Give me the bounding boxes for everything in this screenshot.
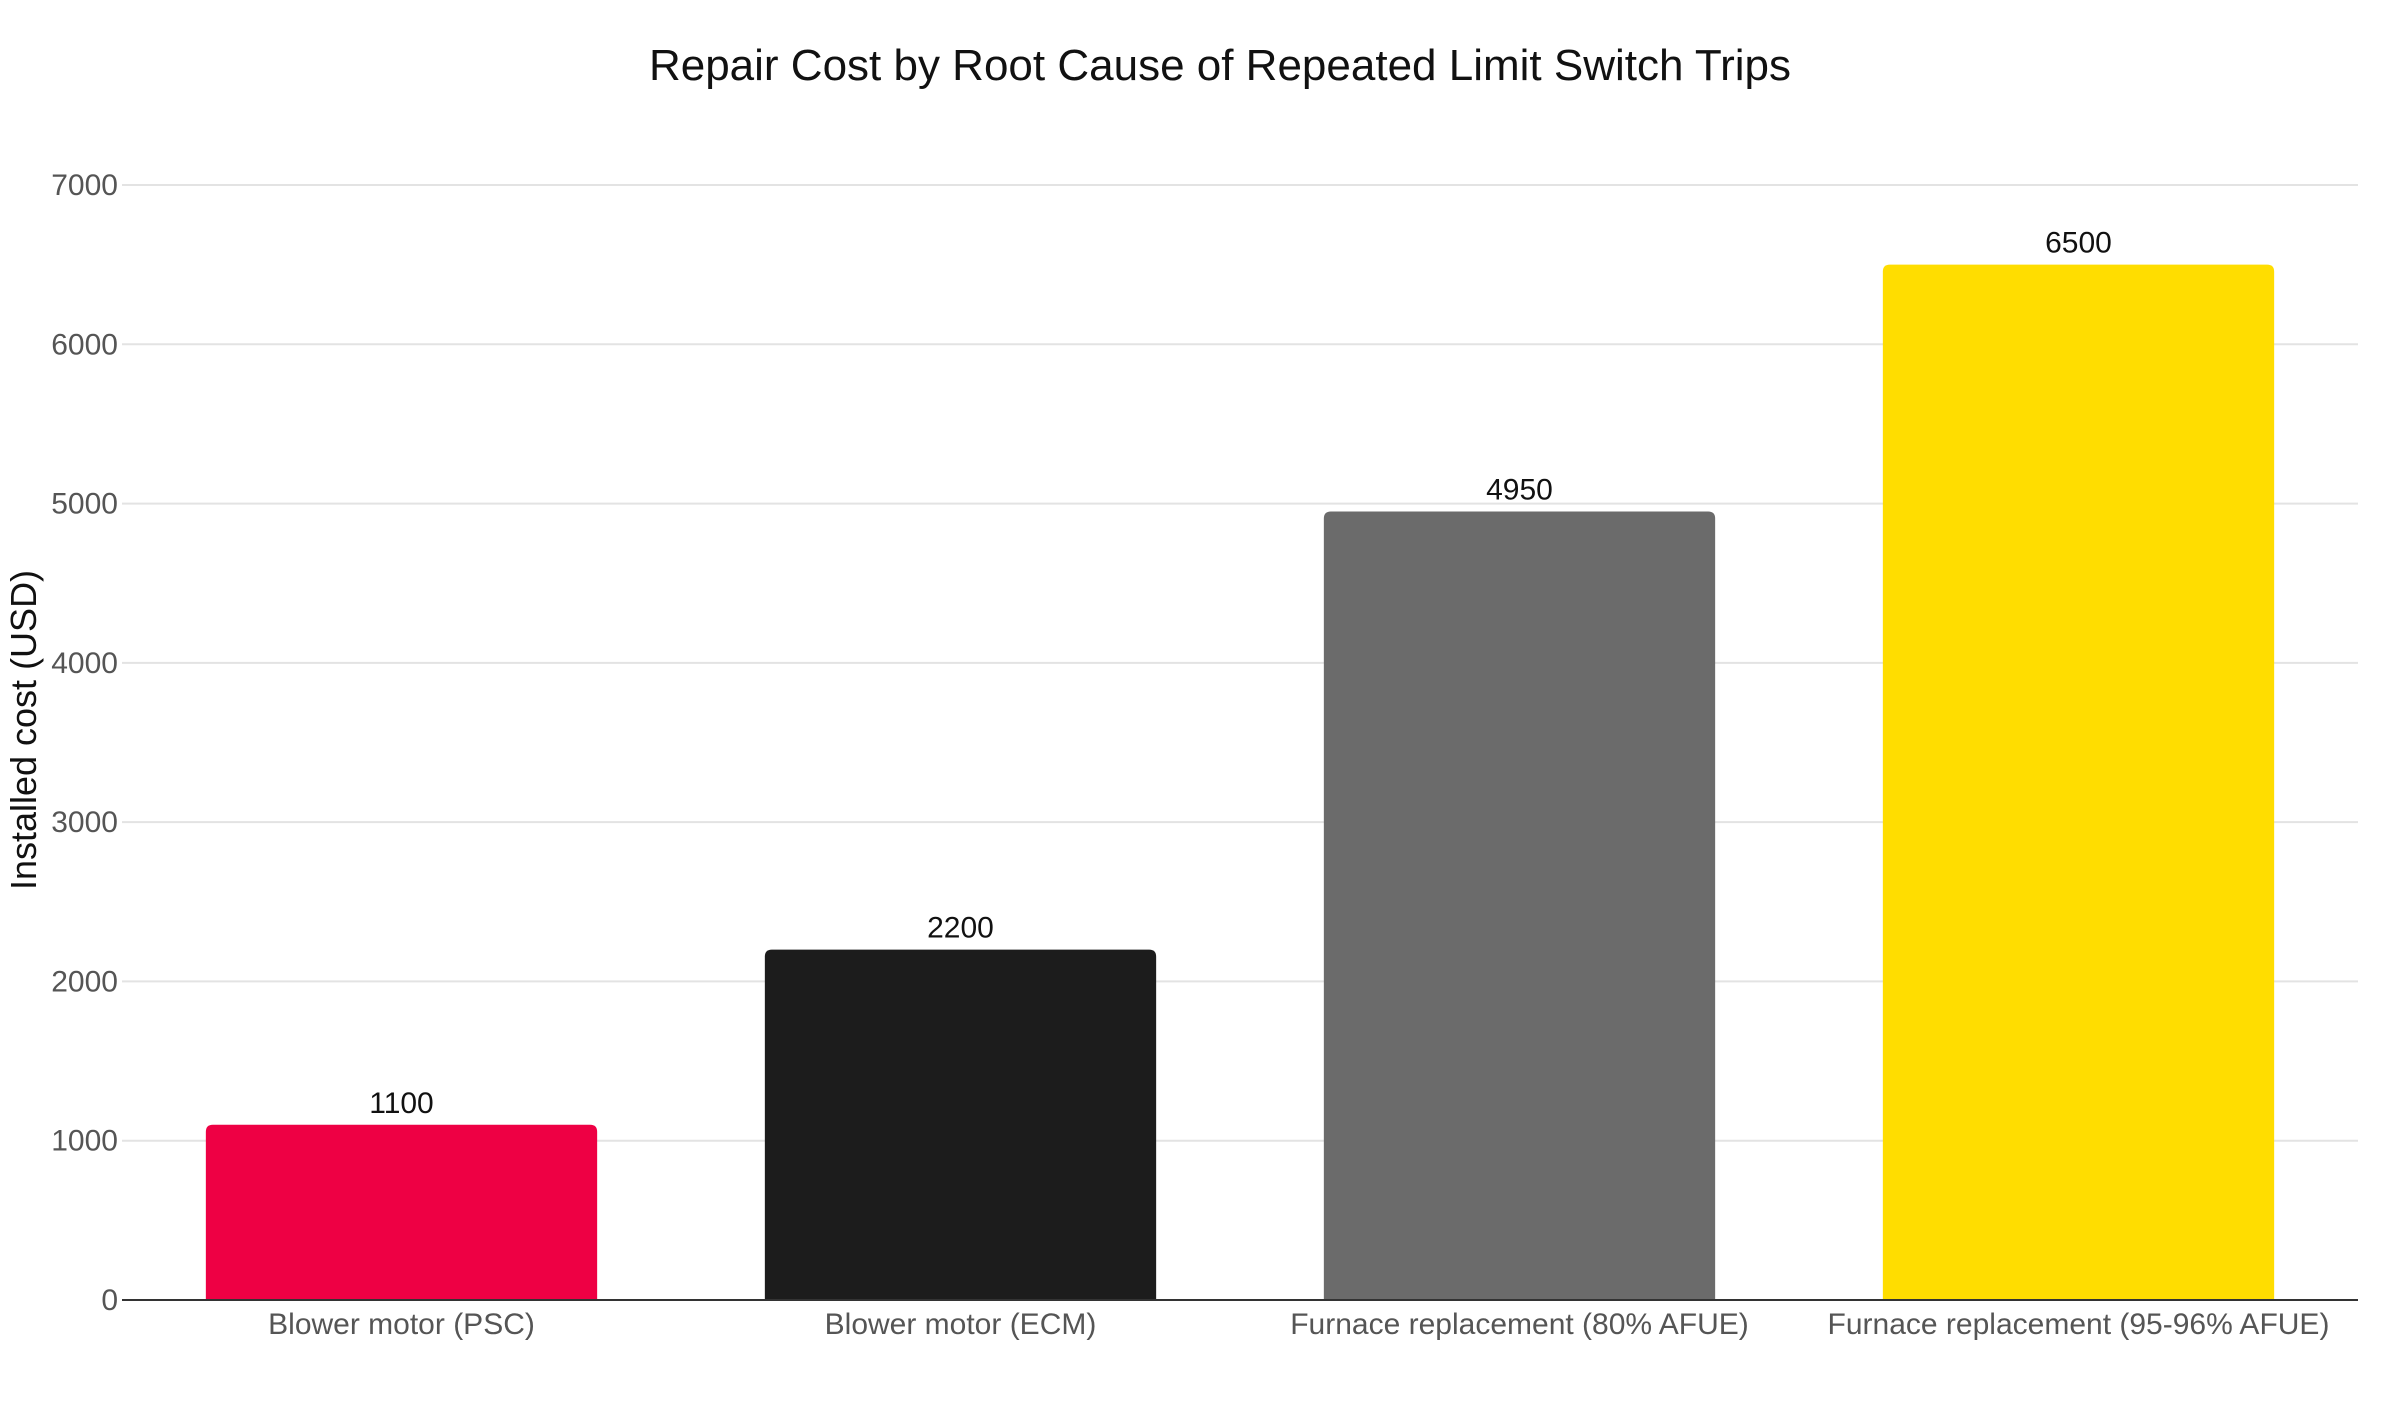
bar-value-label: 4950	[1486, 474, 1553, 507]
gridlines	[122, 184, 2358, 1142]
bar-value-label: 2200	[927, 912, 994, 945]
bar-value-label: 1100	[369, 1087, 434, 1120]
x-axis-ticks: Blower motor (PSC) Blower motor (ECM) Furn…	[268, 1308, 2329, 1341]
y-axis-ticks: 0 1000 2000 3000 4000 5000 6000 7000	[51, 169, 118, 1317]
bars	[205, 264, 2275, 1301]
y-tick-label: 5000	[51, 488, 118, 521]
y-tick-label: 7000	[51, 169, 118, 202]
data-labels: 1100 2200 4950 6500	[369, 227, 2112, 1120]
bar	[1882, 264, 2275, 1301]
chart-title: Repair Cost by Root Cause of Repeated Li…	[649, 41, 1791, 90]
y-tick-label: 4000	[51, 647, 118, 680]
y-tick-label: 0	[101, 1284, 118, 1317]
y-axis-title: Installed cost (USD)	[3, 570, 44, 890]
bar	[1323, 511, 1716, 1300]
y-tick-label: 6000	[51, 328, 118, 361]
x-tick-label: Blower motor (ECM)	[825, 1308, 1097, 1341]
x-tick-label: Furnace replacement (80% AFUE)	[1290, 1308, 1749, 1341]
y-tick-label: 3000	[51, 806, 118, 839]
y-tick-label: 1000	[51, 1125, 118, 1158]
x-tick-label: Furnace replacement (95-96% AFUE)	[1828, 1308, 2330, 1341]
bar-value-label: 6500	[2045, 227, 2112, 260]
y-tick-label: 2000	[51, 965, 118, 998]
bar	[764, 949, 1157, 1300]
bar	[205, 1124, 598, 1300]
x-tick-label: Blower motor (PSC)	[268, 1308, 535, 1341]
